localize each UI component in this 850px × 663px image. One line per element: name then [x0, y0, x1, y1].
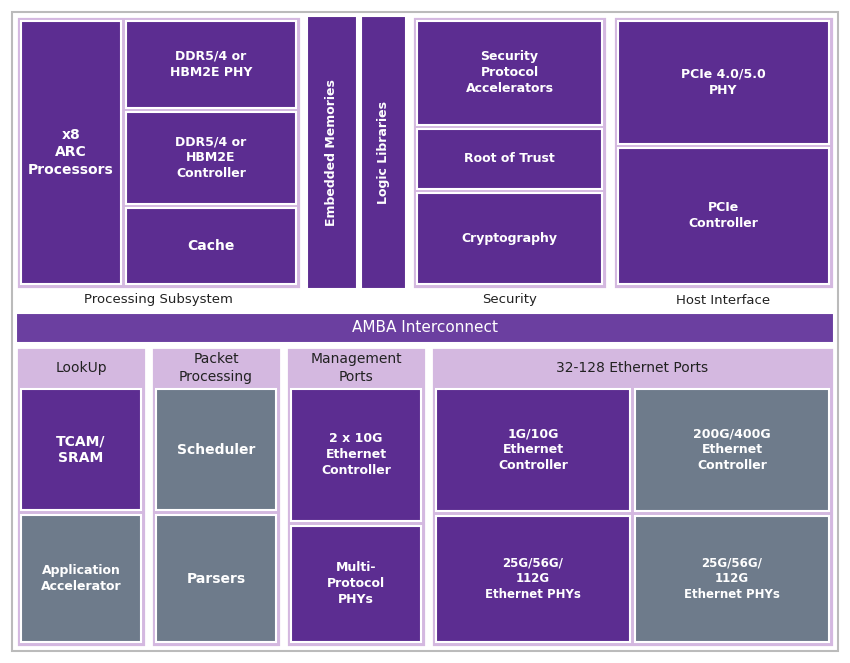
Bar — [307, 16, 357, 289]
Text: PCIe
Controller: PCIe Controller — [688, 202, 758, 231]
Text: TCAM/
SRAM: TCAM/ SRAM — [56, 434, 105, 465]
Bar — [417, 21, 602, 125]
Text: DDR5/4 or
HBM2E
Controller: DDR5/4 or HBM2E Controller — [175, 135, 246, 180]
Bar — [156, 389, 276, 511]
Text: Scheduler: Scheduler — [177, 443, 255, 457]
Text: Management
Ports: Management Ports — [310, 352, 402, 384]
Bar — [436, 516, 630, 642]
Bar — [291, 389, 421, 520]
Bar — [21, 21, 121, 284]
Text: x8
ARC
Processors: x8 ARC Processors — [28, 128, 114, 177]
Bar — [126, 112, 296, 204]
Text: Application
Accelerator: Application Accelerator — [41, 564, 122, 593]
Bar — [16, 16, 301, 289]
Text: Security
Protocol
Accelerators: Security Protocol Accelerators — [466, 50, 553, 95]
Bar — [618, 21, 829, 144]
Text: 25G/56G/
112G
Ethernet PHYs: 25G/56G/ 112G Ethernet PHYs — [485, 556, 581, 601]
Text: Parsers: Parsers — [186, 572, 246, 585]
Bar — [126, 21, 296, 108]
Text: LookUp: LookUp — [55, 361, 107, 375]
Bar — [635, 516, 829, 642]
Text: Cryptography: Cryptography — [462, 232, 558, 245]
Text: 32-128 Ethernet Ports: 32-128 Ethernet Ports — [557, 361, 709, 375]
Bar — [21, 515, 141, 642]
Bar — [361, 16, 406, 289]
Bar — [151, 347, 281, 647]
Text: Logic Libraries: Logic Libraries — [377, 101, 390, 204]
Bar — [417, 129, 602, 189]
Bar — [291, 526, 421, 642]
Text: Security: Security — [482, 294, 537, 306]
Text: 25G/56G/
112G
Ethernet PHYs: 25G/56G/ 112G Ethernet PHYs — [684, 556, 780, 601]
Bar — [156, 515, 276, 642]
Bar — [16, 347, 146, 647]
Bar — [618, 148, 829, 284]
Bar — [16, 313, 834, 343]
Text: 200G/400G
Ethernet
Controller: 200G/400G Ethernet Controller — [694, 427, 771, 472]
Text: 2 x 10G
Ethernet
Controller: 2 x 10G Ethernet Controller — [321, 432, 391, 477]
Bar — [126, 208, 296, 284]
Bar — [21, 389, 141, 511]
Text: Host Interface: Host Interface — [677, 294, 771, 306]
Text: Multi-
Protocol
PHYs: Multi- Protocol PHYs — [327, 562, 385, 606]
Text: PCIe 4.0/5.0
PHY: PCIe 4.0/5.0 PHY — [681, 68, 766, 97]
Text: DDR5/4 or
HBM2E PHY: DDR5/4 or HBM2E PHY — [170, 50, 252, 79]
Text: Embedded Memories: Embedded Memories — [326, 79, 338, 226]
Text: Packet
Processing: Packet Processing — [179, 352, 253, 384]
Text: Root of Trust: Root of Trust — [464, 152, 555, 165]
Bar — [613, 16, 834, 289]
Text: Processing Subsystem: Processing Subsystem — [84, 294, 233, 306]
Text: 1G/10G
Ethernet
Controller: 1G/10G Ethernet Controller — [498, 427, 568, 472]
Bar — [431, 347, 834, 647]
Text: AMBA Interconnect: AMBA Interconnect — [352, 320, 498, 335]
Bar — [436, 389, 630, 511]
Text: Cache: Cache — [187, 239, 235, 253]
Bar — [286, 347, 426, 647]
Bar — [635, 389, 829, 511]
Bar — [412, 16, 607, 289]
Bar — [417, 193, 602, 284]
